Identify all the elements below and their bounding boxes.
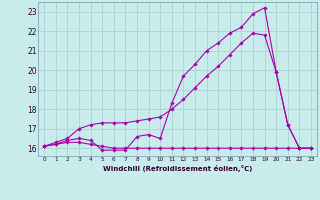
X-axis label: Windchill (Refroidissement éolien,°C): Windchill (Refroidissement éolien,°C) [103, 165, 252, 172]
